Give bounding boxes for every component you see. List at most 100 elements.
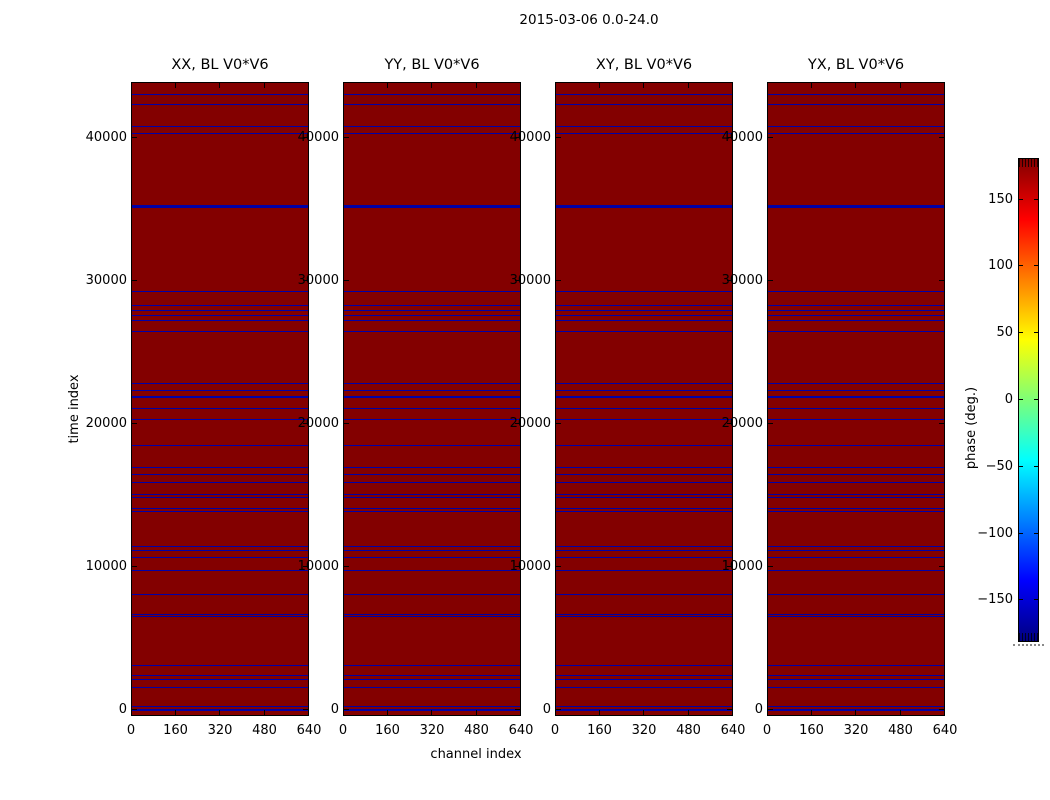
phase-stripe: [132, 708, 308, 711]
phase-stripe: [556, 133, 732, 135]
phase-stripe: [132, 304, 308, 306]
colorbar-tick-mark: [1034, 198, 1038, 200]
figure-title: 2015-03-06 0.0-24.0: [519, 12, 659, 28]
y-tick-mark: [768, 136, 773, 138]
phase-stripe: [768, 309, 944, 311]
y-tick-label: 10000: [85, 558, 127, 574]
x-tick-label: 160: [799, 723, 824, 738]
x-tick-label: 0: [762, 723, 772, 738]
phase-stripe: [344, 570, 520, 572]
phase-stripe: [556, 444, 732, 446]
x-tick-mark: [598, 710, 600, 715]
phase-stripe: [344, 497, 520, 499]
phase-stripe: [768, 557, 944, 558]
phase-stripe: [556, 507, 732, 509]
y-tick-mark: [132, 422, 137, 424]
phase-stripe: [132, 444, 308, 446]
phase-stripe: [344, 444, 520, 446]
phase-stripe: [768, 613, 944, 615]
phase-stripe: [768, 678, 944, 680]
y-tick-label: 30000: [509, 272, 551, 288]
phase-stripe: [768, 103, 944, 105]
phase-stripe: [344, 389, 520, 391]
phase-stripe: [768, 133, 944, 135]
colorbar-tick-mark: [1034, 265, 1038, 267]
phase-stripe: [556, 331, 732, 332]
phase-stripe: [132, 331, 308, 332]
y-tick-mark: [515, 136, 520, 138]
phase-stripe: [344, 103, 520, 105]
phase-stripe: [768, 615, 944, 617]
x-tick-mark: [475, 83, 477, 88]
heatmap-panel-yx: [767, 82, 945, 716]
y-tick-label: 20000: [509, 415, 551, 431]
phase-stripe: [132, 686, 308, 688]
phase-stripe: [768, 686, 944, 688]
phase-stripe: [344, 473, 520, 475]
y-tick-mark: [727, 565, 732, 567]
colorbar-tick-label: 150: [988, 191, 1013, 207]
phase-stripe: [132, 570, 308, 572]
colorbar-top-hatch: [1019, 159, 1038, 167]
phase-stripe: [132, 507, 308, 509]
colorbar-bottom-dotted-edge: [1013, 644, 1044, 646]
phase-stripe: [556, 389, 732, 391]
colorbar-tick-mark: [1019, 332, 1023, 334]
colorbar-tick-mark: [1019, 265, 1023, 267]
y-tick-mark: [132, 565, 137, 567]
phase-stripe: [556, 494, 732, 496]
y-tick-mark: [344, 279, 349, 281]
phase-stripe: [556, 126, 732, 128]
panel-title-xx: XX, BL V0*V6: [171, 57, 269, 73]
phase-stripe: [344, 290, 520, 292]
x-tick-label: 160: [163, 723, 188, 738]
phase-stripe: [132, 395, 308, 398]
y-tick-label: 30000: [297, 272, 339, 288]
phase-stripe: [768, 93, 944, 95]
x-tick-mark: [263, 710, 265, 715]
phase-stripe: [768, 304, 944, 306]
phase-stripe: [344, 395, 520, 398]
x-tick-mark: [174, 83, 176, 88]
phase-stripe: [556, 545, 732, 547]
y-tick-mark: [768, 565, 773, 567]
phase-stripe: [768, 497, 944, 499]
phase-stripe: [344, 615, 520, 617]
phase-stripe: [344, 708, 520, 711]
phase-stripe: [132, 309, 308, 311]
phase-stripe: [344, 314, 520, 316]
y-tick-label: 40000: [297, 129, 339, 145]
x-tick-mark: [810, 83, 812, 88]
phase-stripe: [768, 444, 944, 446]
x-tick-mark: [899, 710, 901, 715]
phase-stripe: [556, 473, 732, 475]
x-tick-mark: [431, 710, 432, 715]
y-tick-mark: [132, 136, 137, 138]
phase-stripe: [768, 389, 944, 391]
colorbar-tick-label: 100: [988, 258, 1013, 274]
phase-stripe: [132, 126, 308, 128]
y-tick-label: 30000: [85, 272, 127, 288]
x-tick-label: 320: [843, 723, 869, 738]
phase-stripe: [132, 494, 308, 496]
y-tick-label: 30000: [721, 272, 763, 288]
phase-stripe: [132, 613, 308, 615]
y-tick-mark: [939, 422, 944, 424]
phase-stripe: [344, 557, 520, 558]
x-tick-mark: [687, 83, 689, 88]
x-tick-mark: [643, 710, 644, 715]
phase-stripe: [556, 314, 732, 316]
colorbar-label: phase (deg.): [964, 386, 979, 470]
phase-stripe: [132, 103, 308, 105]
heatmap-panel-xx: [131, 82, 309, 716]
phase-stripe: [556, 304, 732, 306]
heatmap-panel-xy: [555, 82, 733, 716]
colorbar-tick-label: −150: [977, 592, 1013, 608]
y-tick-mark: [344, 709, 349, 710]
phase-stripe: [768, 705, 944, 707]
phase-stripe: [132, 615, 308, 617]
x-tick-label: 320: [631, 723, 657, 738]
phase-stripe: [132, 389, 308, 391]
x-tick-mark: [855, 710, 856, 715]
